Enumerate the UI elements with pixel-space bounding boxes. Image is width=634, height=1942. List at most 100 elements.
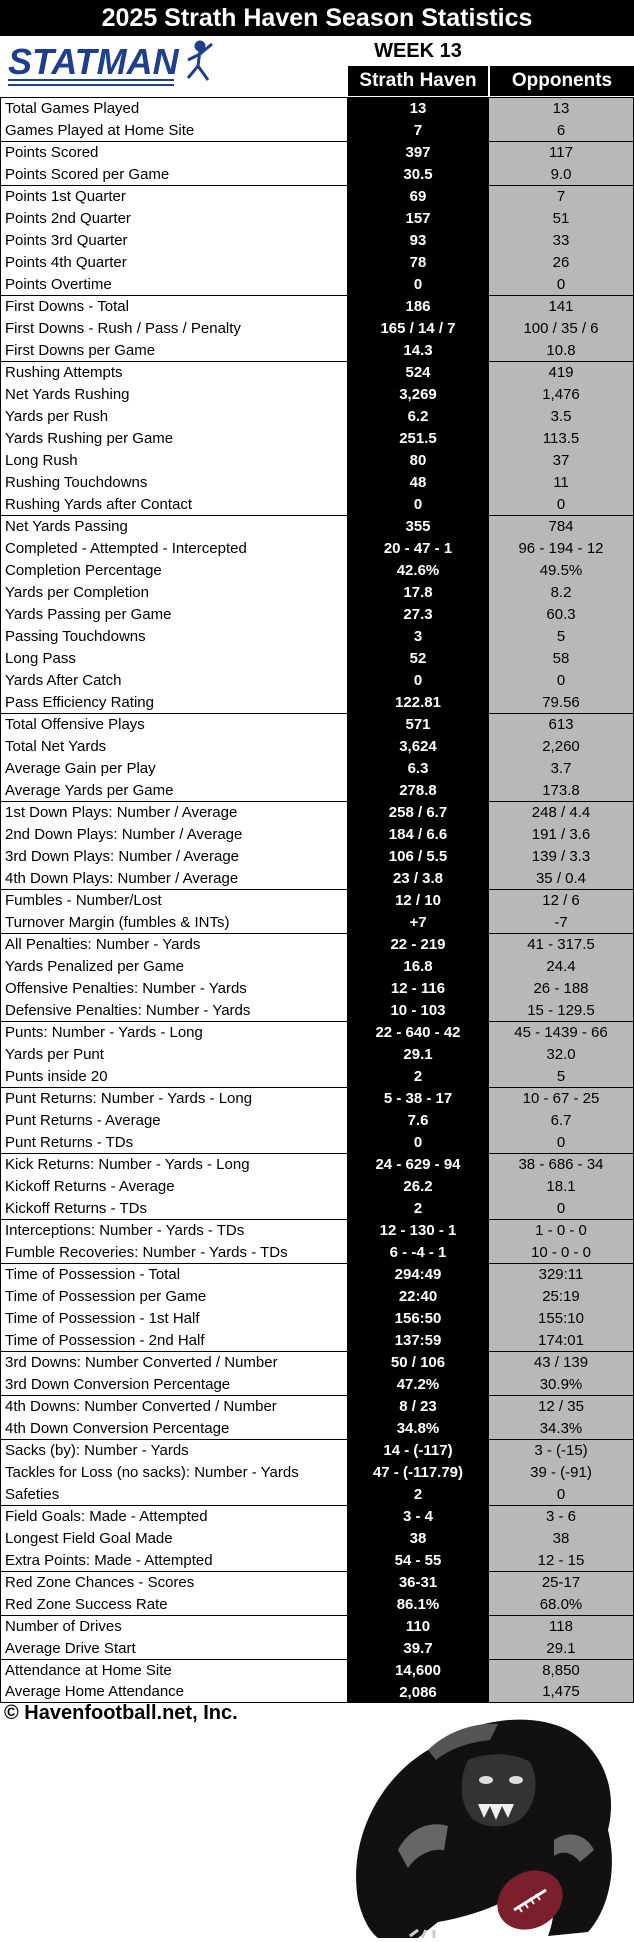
copyright-text: © Havenfootball.net, Inc. [4, 1702, 238, 1724]
table-row: Yards per Rush 6.2 3.5 [0, 405, 634, 427]
opponent-value: 1,476 [488, 383, 634, 405]
home-value: 10 - 103 [348, 999, 488, 1021]
home-value: 29.1 [348, 1043, 488, 1065]
logo-text: STATMAN [8, 41, 180, 82]
table-row: Pass Efficiency Rating 122.81 79.56 [0, 691, 634, 713]
table-row: Yards After Catch 0 0 [0, 669, 634, 691]
stat-label: Kickoff Returns - Average [0, 1175, 348, 1197]
home-value: 294:49 [348, 1263, 488, 1285]
opponent-value: 38 - 686 - 34 [488, 1153, 634, 1175]
stat-label: All Penalties: Number - Yards [0, 933, 348, 955]
home-value: 16.8 [348, 955, 488, 977]
table-row: Yards Passing per Game 27.3 60.3 [0, 603, 634, 625]
table-row: Punt Returns: Number - Yards - Long 5 - 3… [0, 1087, 634, 1109]
stat-label: Red Zone Chances - Scores [0, 1571, 348, 1593]
opponent-value: 3 - 6 [488, 1505, 634, 1527]
opponent-value: 45 - 1439 - 66 [488, 1021, 634, 1043]
stat-label: 1st Down Plays: Number / Average [0, 801, 348, 823]
opponent-value: 784 [488, 515, 634, 537]
table-row: Kick Returns: Number - Yards - Long 24 - … [0, 1153, 634, 1175]
stat-label: Points 2nd Quarter [0, 207, 348, 229]
stat-label: Extra Points: Made - Attempted [0, 1549, 348, 1571]
opponent-value: 0 [488, 1483, 634, 1505]
table-row: Points Scored 397 117 [0, 141, 634, 163]
table-row: Attendance at Home Site 14,600 8,850 [0, 1659, 634, 1681]
home-value: 22 - 640 - 42 [348, 1021, 488, 1043]
home-value: 3 - 4 [348, 1505, 488, 1527]
stat-label: Punt Returns - TDs [0, 1131, 348, 1153]
opponent-value: 0 [488, 273, 634, 295]
opponent-value: 0 [488, 493, 634, 515]
opponent-value: 12 / 6 [488, 889, 634, 911]
table-row: Kickoff Returns - TDs 2 0 [0, 1197, 634, 1219]
home-value: 0 [348, 1131, 488, 1153]
table-row: Time of Possession - 2nd Half 137:59 174:0… [0, 1329, 634, 1351]
opponent-value: 30.9% [488, 1373, 634, 1395]
opponent-value: 15 - 129.5 [488, 999, 634, 1021]
stat-label: 3rd Downs: Number Converted / Number [0, 1351, 348, 1373]
stat-label: Rushing Attempts [0, 361, 348, 383]
stat-label: Punts: Number - Yards - Long [0, 1021, 348, 1043]
table-row: Kickoff Returns - Average 26.2 18.1 [0, 1175, 634, 1197]
table-row: Completed - Attempted - Intercepted 20 - … [0, 537, 634, 559]
stat-label: Attendance at Home Site [0, 1659, 348, 1681]
table-row: Average Yards per Game 278.8 173.8 [0, 779, 634, 801]
stat-label: Points 3rd Quarter [0, 229, 348, 251]
table-row: Passing Touchdowns 3 5 [0, 625, 634, 647]
table-row: Points Scored per Game 30.5 9.0 [0, 163, 634, 185]
table-row: Time of Possession - Total 294:49 329:11 [0, 1263, 634, 1285]
stat-label: 3rd Down Conversion Percentage [0, 1373, 348, 1395]
home-value: 22 - 219 [348, 933, 488, 955]
home-value: 39.7 [348, 1637, 488, 1659]
home-value: 3 [348, 625, 488, 647]
table-row: All Penalties: Number - Yards 22 - 219 41 … [0, 933, 634, 955]
opponent-value: 60.3 [488, 603, 634, 625]
stat-label: Points 4th Quarter [0, 251, 348, 273]
quarterback-figure-icon [186, 40, 213, 81]
opponent-value: 5 [488, 625, 634, 647]
opponent-value: 139 / 3.3 [488, 845, 634, 867]
stat-label: Points 1st Quarter [0, 185, 348, 207]
table-row: Punts: Number - Yards - Long 22 - 640 - 4… [0, 1021, 634, 1043]
stat-label: Long Pass [0, 647, 348, 669]
stat-label: 3rd Down Plays: Number / Average [0, 845, 348, 867]
stat-label: Games Played at Home Site [0, 119, 348, 141]
opponent-value: 12 - 15 [488, 1549, 634, 1571]
opponent-value: 39 - (-91) [488, 1461, 634, 1483]
opponent-value: 118 [488, 1615, 634, 1637]
stat-label: Yards per Punt [0, 1043, 348, 1065]
opponents-column-header: Opponents [488, 66, 634, 96]
table-row: Sacks (by): Number - Yards 14 - (-117) 3 -… [0, 1439, 634, 1461]
table-row: Points Overtime 0 0 [0, 273, 634, 295]
home-value: 258 / 6.7 [348, 801, 488, 823]
stat-label: Yards Rushing per Game [0, 427, 348, 449]
table-row: Rushing Yards after Contact 0 0 [0, 493, 634, 515]
stat-label: Fumble Recoveries: Number - Yards - TDs [0, 1241, 348, 1263]
opponent-value: 79.56 [488, 691, 634, 713]
opponent-value: 8,850 [488, 1659, 634, 1681]
home-value: 3,269 [348, 383, 488, 405]
home-value: 12 / 10 [348, 889, 488, 911]
stat-label: Number of Drives [0, 1615, 348, 1637]
opponent-value: 613 [488, 713, 634, 735]
opponent-value: 10.8 [488, 339, 634, 361]
stat-label: Time of Possession - 2nd Half [0, 1329, 348, 1351]
home-value: 2 [348, 1197, 488, 1219]
opponent-value: 419 [488, 361, 634, 383]
home-value: 48 [348, 471, 488, 493]
stat-label: Net Yards Passing [0, 515, 348, 537]
home-value: 78 [348, 251, 488, 273]
statman-logo: STATMAN [4, 38, 232, 90]
opponent-value: 113.5 [488, 427, 634, 449]
stat-label: Pass Efficiency Rating [0, 691, 348, 713]
table-row: Yards per Completion 17.8 8.2 [0, 581, 634, 603]
home-value: 137:59 [348, 1329, 488, 1351]
table-row: 2nd Down Plays: Number / Average 184 / 6.… [0, 823, 634, 845]
home-value: 6 - -4 - 1 [348, 1241, 488, 1263]
opponent-value: 100 / 35 / 6 [488, 317, 634, 339]
stat-label: Average Home Attendance [0, 1681, 348, 1703]
stat-label: Yards per Completion [0, 581, 348, 603]
home-value: 47 - (-117.79) [348, 1461, 488, 1483]
stat-label: Points Overtime [0, 273, 348, 295]
stat-label: Points Scored [0, 141, 348, 163]
